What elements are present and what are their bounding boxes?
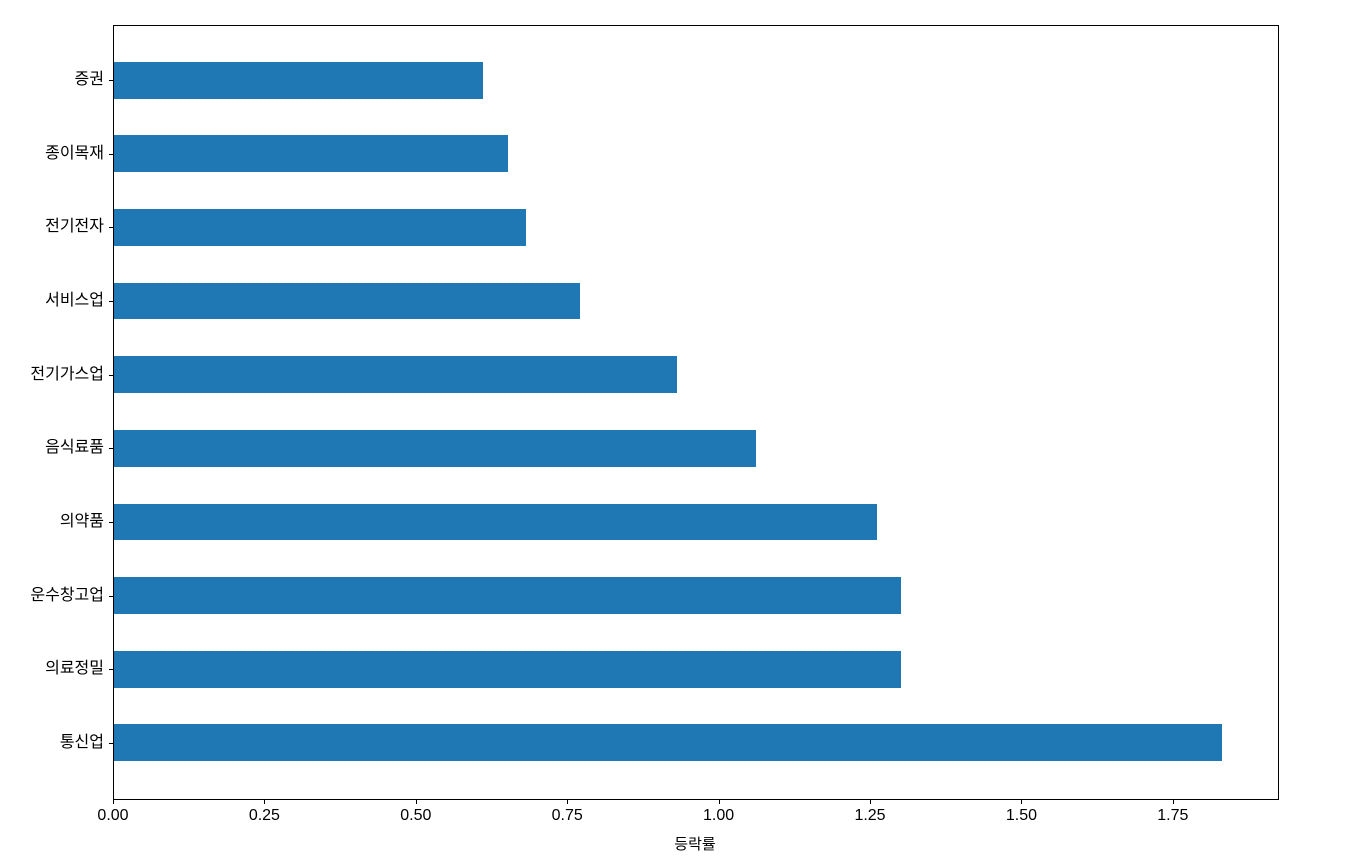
- bar: [114, 577, 902, 614]
- y-tick-mark: [109, 301, 113, 303]
- bar: [114, 650, 902, 688]
- x-tick-label: 1.25: [854, 807, 886, 824]
- bar: [114, 356, 678, 394]
- y-tick-label: 전기전자: [45, 218, 104, 236]
- x-tick-mark: [1172, 800, 1174, 804]
- x-tick-mark: [113, 800, 114, 804]
- x-tick-mark: [264, 800, 266, 804]
- x-tick-label: 0.00: [97, 807, 129, 824]
- bar: [114, 61, 484, 99]
- bar: [114, 724, 1223, 762]
- y-tick-mark: [109, 669, 113, 671]
- y-tick-mark: [109, 448, 113, 450]
- bar: [114, 282, 581, 320]
- y-tick-label: 통신업: [59, 733, 104, 751]
- y-tick-label: 운수창고업: [30, 586, 104, 604]
- x-tick-label: 0.50: [400, 807, 432, 824]
- bar: [114, 135, 508, 173]
- x-tick-mark: [870, 800, 872, 804]
- y-tick-mark: [109, 227, 113, 229]
- bar: [114, 503, 878, 541]
- y-tick-mark: [109, 153, 113, 155]
- x-tick-mark: [1021, 800, 1023, 804]
- y-tick-label: 증권: [74, 71, 104, 89]
- bar: [114, 209, 526, 246]
- y-tick-mark: [109, 595, 113, 597]
- y-tick-label: 서비스업: [45, 292, 104, 310]
- x-tick-mark: [415, 800, 417, 804]
- x-tick-label: 0.25: [248, 807, 280, 824]
- x-tick-mark: [718, 800, 720, 804]
- y-tick-label: 음식료품: [45, 439, 104, 457]
- bar: [114, 429, 756, 467]
- y-tick-mark: [109, 80, 113, 82]
- y-tick-label: 의약품: [59, 512, 104, 530]
- y-tick-label: 의료정밀: [45, 660, 104, 678]
- y-tick-label: 종이목재: [45, 144, 104, 162]
- y-tick-mark: [109, 742, 113, 744]
- x-tick-label: 1.50: [1005, 807, 1037, 824]
- y-tick-mark: [109, 521, 113, 523]
- x-tick-label: 0.75: [551, 807, 583, 824]
- x-tick-label: 1.00: [703, 807, 735, 824]
- y-tick-mark: [109, 374, 113, 376]
- x-axis-label: 등락률: [674, 836, 716, 853]
- x-tick-mark: [567, 800, 569, 804]
- x-tick-label: 1.75: [1157, 807, 1189, 824]
- y-tick-label: 전기가스업: [30, 365, 104, 383]
